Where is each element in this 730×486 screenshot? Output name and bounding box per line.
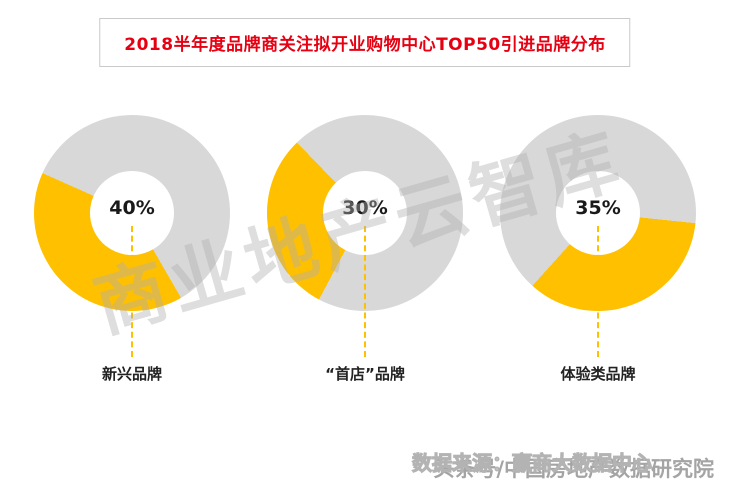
percent-label: 40% [109,197,155,220]
data-source-watermark: 数据来源：赢商大数据中心 [412,451,653,476]
leader-line [364,226,366,357]
donut-wrap: 35% [500,115,696,357]
donut-wrap: 40% [34,115,230,357]
leader-line [131,226,133,357]
donut-charts-row: 40% 新兴品牌 30% “首店”品牌 35% 体验类品牌 [0,115,730,384]
channel-watermark: 头条号/中国房地产数据研究院 [433,457,714,481]
percent-label: 35% [575,197,621,220]
chart-category-label: “首店”品牌 [325,365,405,383]
donut-group-first-store-brands: 30% “首店”品牌 [249,115,482,384]
donut-wrap: 30% [267,115,463,357]
leader-line [597,226,599,357]
chart-category-label: 体验类品牌 [560,365,636,383]
percent-label: 30% [342,197,388,220]
chart-title: 2018半年度品牌商关注拟开业购物中心TOP50引进品牌分布 [124,35,606,55]
chart-category-label: 新兴品牌 [101,365,162,383]
donut-group-experience-brands: 35% 体验类品牌 [482,115,715,384]
donut-group-emerging-brands: 40% 新兴品牌 [16,115,249,384]
chart-title-box: 2018半年度品牌商关注拟开业购物中心TOP50引进品牌分布 [99,18,631,67]
